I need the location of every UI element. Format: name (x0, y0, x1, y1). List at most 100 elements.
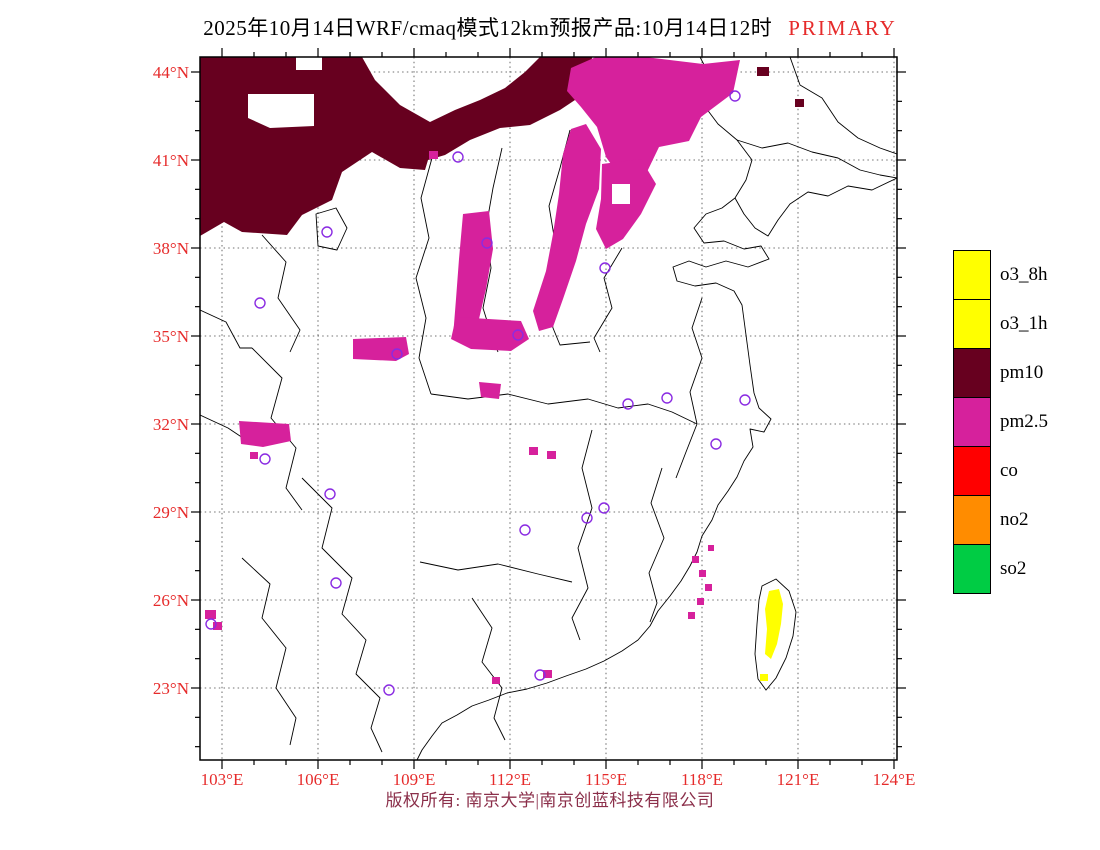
guangdong-north-border (419, 561, 573, 583)
title-main: 2025年10月14日WRF/cmaq模式12km预报产品:10月14日12时 (203, 16, 773, 40)
legend-item-o3-1h: o3_1h (953, 299, 1048, 349)
page-title: 2025年10月14日WRF/cmaq模式12km预报产品:10月14日12时 P… (0, 12, 1100, 42)
pm25-hole (612, 184, 630, 204)
pm25-cell (708, 545, 714, 551)
y-tick-label: 23°N (153, 679, 189, 698)
legend-item-no2: no2 (953, 495, 1048, 545)
pm25-streak (533, 124, 601, 331)
legend-swatch-o3-1h (953, 299, 991, 349)
legend-label: o3_8h (1000, 264, 1048, 285)
x-tick-label: 121°E (777, 770, 820, 789)
pm25-cell (250, 452, 258, 459)
legend-label: pm10 (1000, 362, 1044, 383)
legend-label: no2 (1000, 509, 1029, 530)
hunan-jiangxi-border (571, 429, 593, 641)
x-tick-label: 115°E (585, 770, 627, 789)
pm25-cell (213, 622, 222, 630)
legend-label: so2 (1000, 558, 1027, 579)
pm25-patch-west (353, 337, 409, 361)
station-marker (259, 453, 271, 465)
pm25-cell (492, 677, 500, 684)
station-marker (452, 151, 464, 163)
legend-item-o3-8h: o3_8h (953, 250, 1048, 300)
pm10-overlay (200, 57, 804, 236)
x-tick-label: 124°E (873, 770, 916, 789)
pollutant-legend: o3_8h o3_1h pm10 pm2.5 co no2 so2 (953, 250, 1048, 594)
ne-border-2 (736, 139, 897, 179)
x-tick-label: 112°E (489, 770, 531, 789)
southwest-border (301, 477, 383, 753)
legend-item-pm10: pm10 (953, 348, 1048, 398)
station-marker (622, 398, 634, 410)
jiangsu-anhui-border (675, 297, 703, 479)
pm25-cell (543, 670, 552, 678)
legend-item-pm25: pm2.5 (953, 397, 1048, 447)
pm25-patch-small (479, 382, 501, 399)
station-marker (661, 392, 673, 404)
y-axis-labels: 44°N 41°N 38°N 35°N 32°N 29°N 26°N 23°N (153, 63, 189, 698)
pm25-band (453, 211, 493, 339)
pm10-cell (757, 67, 769, 76)
pm25-cell (205, 610, 216, 619)
station-marker (581, 512, 593, 524)
pm25-cell (697, 598, 704, 605)
central-border (430, 393, 698, 425)
pm25-overlay (205, 57, 740, 684)
legend-swatch-pm25 (953, 397, 991, 447)
y-tick-label: 38°N (153, 239, 189, 258)
title-highlight: PRIMARY (788, 16, 897, 40)
shaanxi-west-border (415, 157, 433, 395)
legend-item-co: co (953, 446, 1048, 496)
station-marker (710, 438, 722, 450)
station-marker (512, 329, 524, 341)
station-marker (519, 524, 531, 536)
station-marker (205, 618, 217, 630)
pm10-hole (248, 94, 314, 128)
y-tick-label: 41°N (153, 151, 189, 170)
pm25-patch (451, 317, 529, 351)
x-axis-labels: 103°E 106°E 109°E 112°E 115°E 118°E 121°… (201, 770, 916, 789)
pm10-cell (795, 99, 804, 107)
ne-border-3 (789, 57, 897, 155)
pm25-cell (529, 447, 538, 455)
y-tick-label: 29°N (153, 503, 189, 522)
station-marker (254, 297, 266, 309)
y-tick-label: 32°N (153, 415, 189, 434)
gansu-border (251, 234, 303, 511)
coastline (416, 197, 772, 760)
station-marker (534, 669, 546, 681)
station-marker (324, 488, 336, 500)
pm25-cell (699, 570, 706, 577)
legend-swatch-no2 (953, 495, 991, 545)
station-marker (729, 90, 741, 102)
legend-label: o3_1h (1000, 313, 1048, 334)
station-marker (481, 237, 493, 249)
ningxia-border (315, 207, 348, 251)
pm25-patch-left (239, 421, 291, 447)
copyright-line: 版权所有: 南京大学|南京创蓝科技有限公司 (0, 786, 1100, 811)
station-markers (205, 90, 751, 696)
copyright-text: 版权所有: 南京大学|南京创蓝科技有限公司 (385, 791, 715, 810)
y-tick-label: 26°N (153, 591, 189, 610)
legend-swatch-o3-8h (953, 250, 991, 300)
x-tick-label: 106°E (297, 770, 340, 789)
station-marker (383, 684, 395, 696)
pm25-cell (688, 612, 695, 619)
pm25-cell (692, 556, 699, 563)
station-marker (321, 226, 333, 238)
x-tick-label: 109°E (393, 770, 436, 789)
x-tick-label: 118°E (681, 770, 723, 789)
y-tick-label: 35°N (153, 327, 189, 346)
legend-item-so2: so2 (953, 544, 1048, 594)
pm25-cell (705, 584, 712, 591)
guangxi-guangdong-border (471, 597, 506, 741)
pm25-cell (547, 451, 556, 459)
map-frame (199, 56, 898, 761)
yunnan-guizhou-border (241, 557, 297, 746)
legend-swatch-so2 (953, 544, 991, 594)
station-marker (598, 502, 610, 514)
legend-swatch-co (953, 446, 991, 496)
pm10-region-northwest (200, 57, 592, 236)
jiangxi-fujian-border (648, 467, 665, 623)
